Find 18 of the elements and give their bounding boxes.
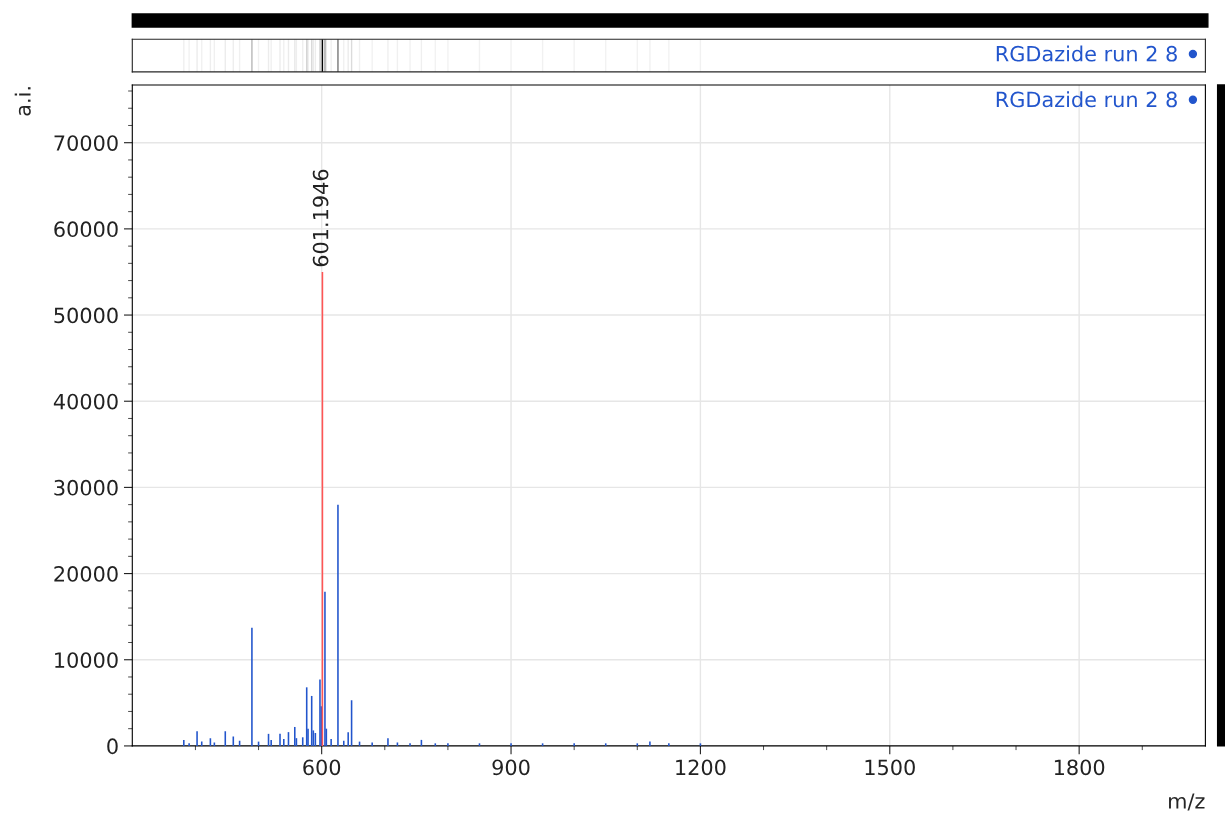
x-tick-label: 900 (492, 759, 530, 776)
x-tick-label: 1200 (676, 759, 726, 776)
x-tick-label: 1800 (1054, 759, 1105, 776)
x-tick-label: 600 (303, 759, 341, 776)
y-tick-label: 40000 (53, 393, 118, 410)
y-tick-label: 20000 (54, 566, 118, 582)
y-tick-label: 60000 (54, 221, 118, 238)
y-tick-label: 50000 (54, 307, 118, 324)
x-axis-title: m/z (1169, 793, 1205, 811)
annotation: 601.1946 (312, 169, 329, 267)
legend-label: RGDazide run 2 8 (996, 91, 1177, 108)
y-tick-label: 0 (107, 738, 118, 755)
y-tick-label: 10000 (55, 652, 118, 668)
y-tick-label: 70000 (54, 135, 118, 151)
y-axis-title: a.i. (14, 87, 31, 116)
x-tick-label: 1500 (865, 759, 915, 776)
y-tick-label: 30000 (54, 479, 118, 496)
text: RGDazide run 2 8 (996, 45, 1177, 62)
